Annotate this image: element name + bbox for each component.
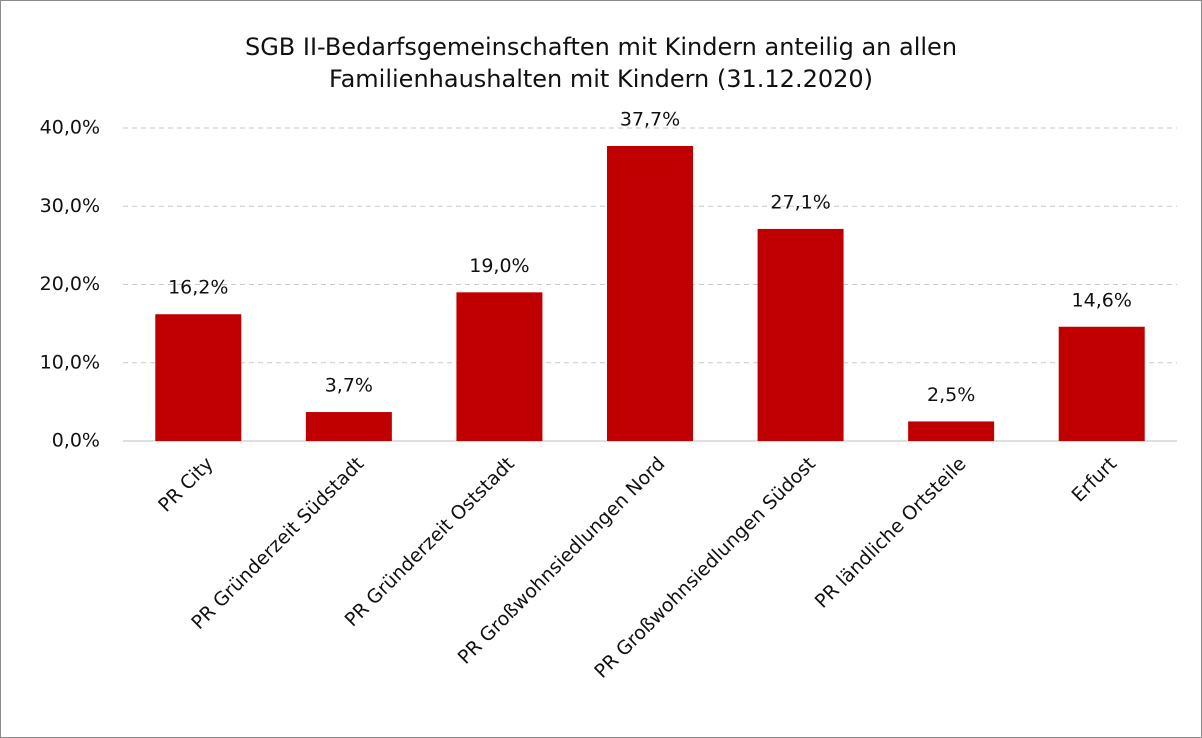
data-label: 19,0% bbox=[469, 255, 529, 277]
data-label: 2,5% bbox=[927, 384, 975, 406]
bar bbox=[456, 292, 543, 441]
chart-title: SGB II-Bedarfsgemeinschaften mit Kindern… bbox=[245, 33, 957, 61]
bar bbox=[305, 412, 392, 441]
data-label: 3,7% bbox=[325, 375, 373, 397]
y-tick-label: 30,0% bbox=[40, 195, 100, 217]
bar bbox=[757, 228, 844, 441]
data-label: 16,2% bbox=[168, 277, 228, 299]
bar bbox=[155, 314, 242, 441]
y-tick-label: 0,0% bbox=[52, 430, 100, 452]
data-label: 14,6% bbox=[1072, 289, 1132, 311]
y-tick-label: 20,0% bbox=[40, 273, 100, 295]
y-tick-label: 40,0% bbox=[40, 117, 100, 139]
bar bbox=[908, 421, 995, 441]
bar bbox=[607, 145, 693, 441]
bar bbox=[1058, 326, 1145, 441]
data-label: 37,7% bbox=[620, 108, 680, 130]
data-label: 27,1% bbox=[770, 191, 830, 213]
y-tick-label: 10,0% bbox=[40, 351, 100, 373]
chart-title: Familienhaushalten mit Kindern (31.12.20… bbox=[329, 65, 873, 93]
